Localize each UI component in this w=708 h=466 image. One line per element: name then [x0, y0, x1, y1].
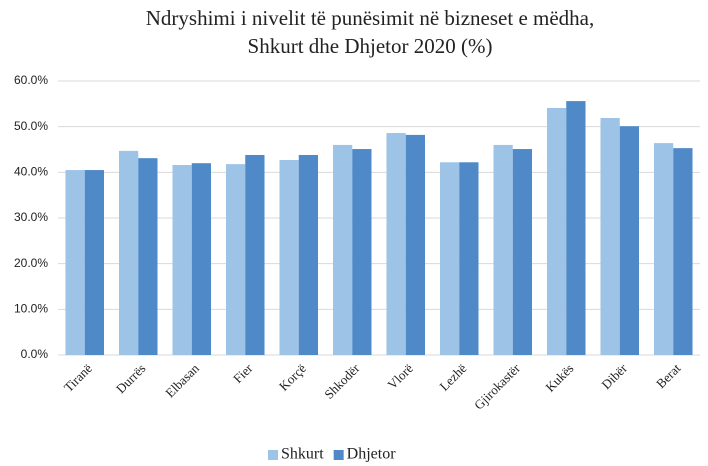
- bar: [619, 126, 640, 356]
- bar: [332, 144, 353, 355]
- bar: [65, 170, 85, 355]
- legend-swatch: [333, 450, 344, 460]
- bar: [566, 101, 586, 356]
- bar: [653, 143, 674, 355]
- bar: [493, 144, 513, 355]
- bar: [245, 154, 265, 355]
- bar: [225, 164, 246, 355]
- x-tick-label: Dibër: [598, 360, 630, 392]
- bar: [191, 163, 212, 355]
- bar: [459, 162, 479, 355]
- y-tick-label: 60.0%: [14, 73, 48, 87]
- x-tick-label: Tiranë: [61, 360, 95, 394]
- bar: [352, 149, 372, 355]
- x-tick-label: Korçë: [276, 360, 309, 393]
- bar: [439, 162, 460, 355]
- chart-title: Shkurt dhe Dhjetor 2020 (%): [248, 34, 493, 58]
- y-tick-label: 20.0%: [14, 256, 48, 270]
- bar: [298, 154, 319, 355]
- x-tick-label: Berat: [653, 360, 684, 391]
- bar: [279, 160, 299, 355]
- y-tick-label: 50.0%: [14, 119, 48, 133]
- bar: [172, 165, 192, 355]
- bar: [138, 158, 158, 355]
- bar: [600, 117, 620, 356]
- x-tick-label: Lezhë: [436, 360, 469, 393]
- x-tick-label: Gjirokastër: [471, 360, 523, 412]
- bar: [673, 148, 693, 355]
- legend-swatch: [268, 450, 278, 460]
- y-tick-label: 40.0%: [14, 165, 48, 179]
- bar: [84, 170, 105, 355]
- y-tick-label: 30.0%: [14, 210, 48, 224]
- x-tick-label: Vlorë: [384, 360, 416, 392]
- chart-title: Ndryshimi i nivelit të punësimit në bizn…: [146, 6, 595, 30]
- bar: [546, 107, 567, 356]
- x-tick-label: Elbasan: [162, 360, 202, 400]
- x-tick-label: Durrës: [113, 361, 149, 397]
- x-tick-label: Shkodër: [321, 360, 363, 402]
- x-tick-label: Kukës: [542, 361, 576, 395]
- bar: [405, 134, 426, 355]
- y-tick-label: 0.0%: [21, 347, 49, 361]
- legend-label: Shkurt: [281, 446, 324, 463]
- legend-label: Dhjetor: [347, 446, 397, 463]
- bar: [512, 149, 533, 355]
- bar: [118, 150, 139, 355]
- bar: [386, 133, 406, 355]
- x-tick-label: Fier: [230, 360, 256, 386]
- y-tick-label: 10.0%: [14, 302, 48, 316]
